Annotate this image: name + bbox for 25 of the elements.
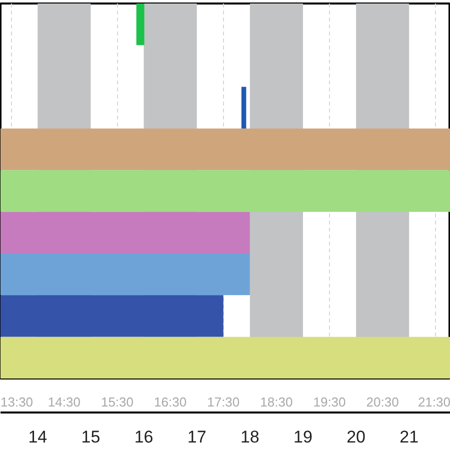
bar xyxy=(0,336,450,378)
x2-tick-label: 16 xyxy=(134,428,154,446)
x2-tick-label: 15 xyxy=(81,428,100,446)
x-tick-label: 14:30 xyxy=(48,394,80,410)
bar xyxy=(0,254,250,296)
x2-tick-label: 14 xyxy=(28,428,48,446)
bar xyxy=(136,4,144,46)
x-tick-label: 17:30 xyxy=(207,394,240,410)
x-tick-label: 21:30 xyxy=(418,394,450,410)
bar xyxy=(0,295,224,337)
bar xyxy=(0,128,450,170)
bar xyxy=(241,86,246,128)
bar xyxy=(0,212,250,254)
x2-tick-label: 21 xyxy=(400,428,419,446)
bar xyxy=(0,170,450,212)
x-tick-label: 19:30 xyxy=(313,394,346,410)
x-tick-label: 15:30 xyxy=(100,394,134,410)
x-tick-label: 16:30 xyxy=(154,394,187,410)
x2-tick-label: 17 xyxy=(187,428,206,446)
x2-tick-label: 19 xyxy=(294,428,312,446)
x2-tick-label: 20 xyxy=(346,428,366,446)
x2-tick-label: 18 xyxy=(240,428,260,446)
x-tick-label: 18:30 xyxy=(260,394,293,410)
x-tick-label: 13:30 xyxy=(0,394,34,410)
x-tick-label: 20:30 xyxy=(366,394,399,410)
